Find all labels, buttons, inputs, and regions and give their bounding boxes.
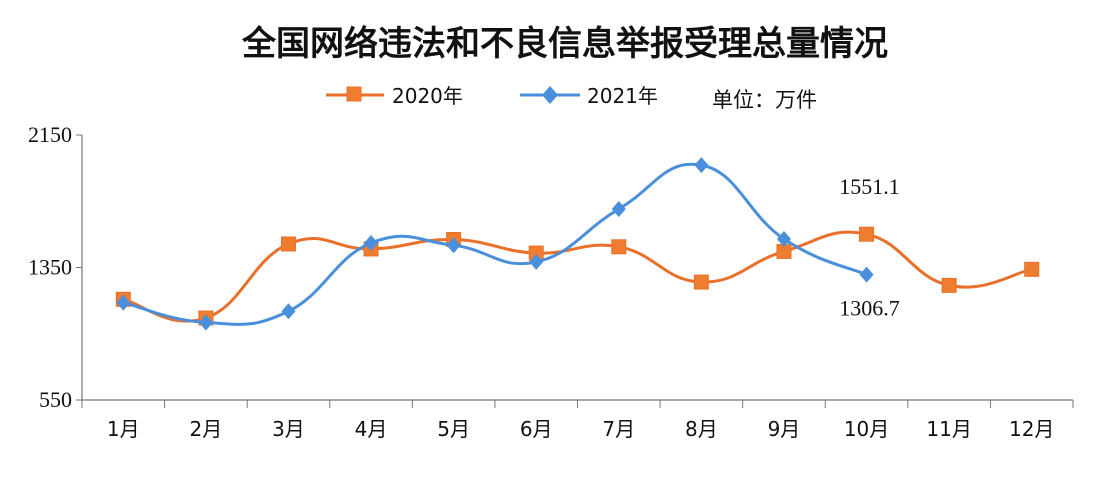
x-tick-label: 8月 [685,417,718,441]
axes: 550 1350 2150 1月 2月 3月 4月 5月 6月 7月 8月 9月 10月 11月 12月 [28,122,1074,441]
data-point-square [611,239,627,255]
x-tick-label: 12月 [1009,417,1054,441]
legend-label-2020: 2020年 [392,84,463,108]
data-point-diamond [611,201,626,218]
data-point-square [280,236,296,252]
x-tick-label: 10月 [844,417,889,441]
data-point-square [693,274,709,290]
y-tick-label: 1350 [28,255,72,280]
legend-item-2021: 2021年 [520,84,658,108]
data-point-square [941,277,957,293]
series-line [122,162,868,326]
data-point-diamond [859,266,874,283]
x-tick-label: 2月 [190,417,223,441]
x-tick-label: 6月 [520,417,553,441]
x-tick-label: 1月 [107,417,140,441]
series-line [122,230,1033,323]
series-layer [115,157,1040,331]
x-tick-label: 7月 [602,417,635,441]
data-point-diamond [116,294,131,311]
chart-title: 全国网络违法和不良信息举报受理总量情况 [241,24,888,64]
data-point-diamond [694,157,709,174]
legend-item-2020: 2020年 [326,84,463,108]
data-point-diamond [198,314,213,331]
data-label: 1551.1 [839,174,900,199]
x-tick-label: 11月 [926,417,971,441]
series-2021年 [116,157,874,331]
x-tick-label: 4月 [355,417,388,441]
legend-label-2021: 2021年 [587,84,658,108]
legend-marker-diamond-icon [542,86,558,104]
unit-label: 单位：万件 [712,88,817,112]
y-tick-label: 2150 [28,122,72,147]
legend: 2020年 2021年 单位：万件 [326,84,817,112]
x-tick-label: 9月 [768,417,801,441]
data-point-diamond [446,237,461,254]
annotation-layer: 1551.1 1306.7 [839,174,900,320]
legend-marker-square-icon [346,86,362,102]
data-point-diamond [281,303,296,320]
y-tick-label: 550 [39,387,72,412]
data-point-diamond [529,253,544,270]
x-tick-label: 5月 [437,417,470,441]
data-point-square [859,226,875,242]
data-point-diamond [776,231,791,248]
data-point-diamond [364,234,379,251]
x-tick-label: 3月 [272,417,305,441]
data-label: 1306.7 [839,296,900,321]
data-point-square [1024,261,1040,277]
